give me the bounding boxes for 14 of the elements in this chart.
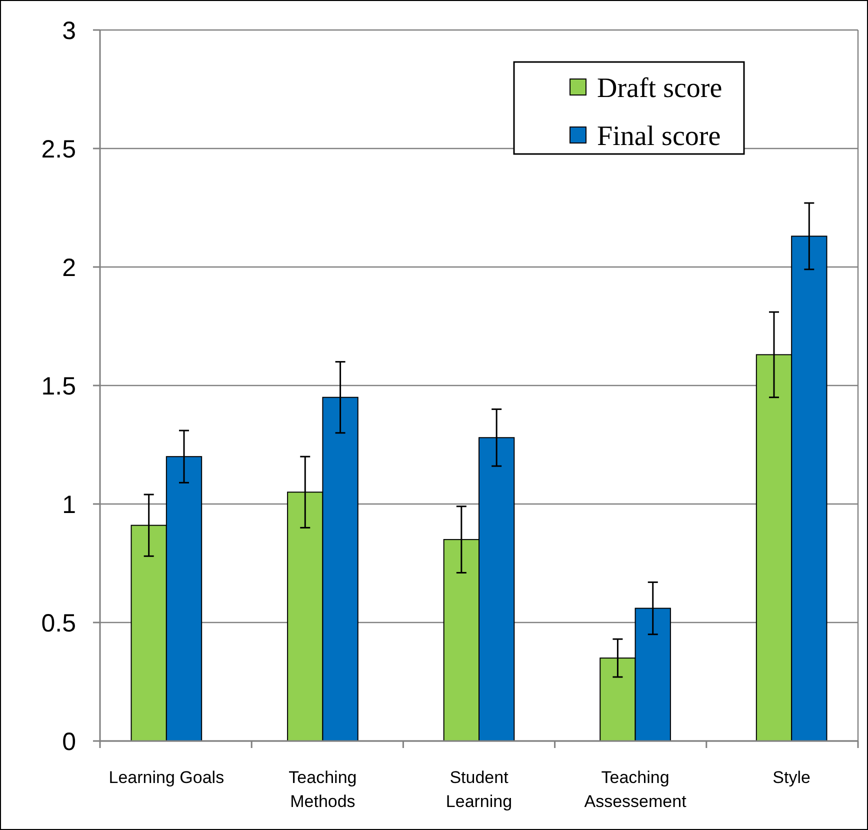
- x-tick-label: Teaching Assessement: [584, 768, 687, 811]
- x-tick-label: Teaching Methods: [288, 768, 357, 811]
- legend-label: Draft score: [597, 72, 722, 104]
- x-tick-label: Learning Goals: [108, 768, 224, 787]
- y-tick-label: 1: [62, 490, 76, 519]
- x-tick-label: Style: [772, 768, 810, 787]
- y-tick-label: 0: [62, 728, 76, 756]
- y-tick-label: 2: [62, 254, 76, 282]
- y-tick-label: 3: [62, 16, 76, 45]
- legend-label: Final score: [597, 120, 721, 152]
- y-tick-label: 2.5: [41, 135, 76, 164]
- y-tick-label: 0.5: [41, 609, 76, 638]
- y-tick-label: 1.5: [41, 372, 76, 400]
- x-tick-label: Student Learning: [446, 768, 512, 811]
